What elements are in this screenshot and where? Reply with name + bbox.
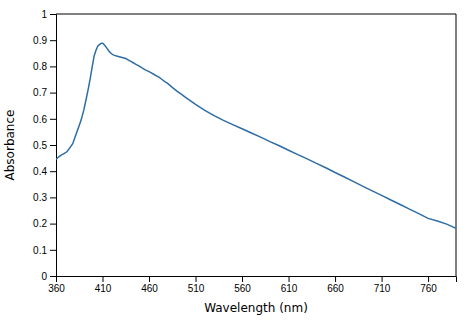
tick: 0 xyxy=(41,271,56,282)
tick: 710 xyxy=(374,276,391,294)
tick-mark xyxy=(50,145,56,146)
tick: 0.1 xyxy=(33,245,56,256)
tick-label: 0.8 xyxy=(33,61,47,72)
tick-label: 510 xyxy=(188,283,205,294)
tick-mark xyxy=(50,197,56,198)
axis-line xyxy=(50,15,57,277)
tick: 360 xyxy=(48,276,65,294)
tick-mark xyxy=(335,276,336,282)
tick-mark xyxy=(242,276,243,282)
tick: 0.6 xyxy=(33,114,56,125)
tick-label: 0.3 xyxy=(33,192,47,203)
tick: 0.4 xyxy=(33,166,56,177)
tick-mark xyxy=(50,276,56,277)
tick: 760 xyxy=(420,276,437,294)
tick: 660 xyxy=(327,276,344,294)
tick-label: 1 xyxy=(41,9,47,20)
tick: 560 xyxy=(234,276,251,294)
x-axis-title: Wavelength (nm) xyxy=(204,301,308,315)
tick-label: 0.7 xyxy=(33,87,47,98)
tick-label: 460 xyxy=(141,283,158,294)
tick-mark xyxy=(196,276,197,282)
tick: 410 xyxy=(95,276,112,294)
plot-area: 360 410 460 510 560 610 660 710 760 0 0.1 0.2 0.3 0.4… xyxy=(33,9,456,294)
x-axis: 360 410 460 510 560 610 660 710 760 xyxy=(48,276,456,294)
tick: 0.7 xyxy=(33,87,56,98)
tick-label: 0.4 xyxy=(33,166,47,177)
tick-label: 410 xyxy=(95,283,112,294)
tick-label: 660 xyxy=(327,283,344,294)
y-axis-title: Absorbance xyxy=(3,110,17,181)
tick-label: 0.2 xyxy=(33,218,47,229)
tick: 610 xyxy=(281,276,298,294)
tick-mark xyxy=(50,171,56,172)
tick: 0.2 xyxy=(33,218,56,229)
marks xyxy=(56,43,456,228)
tick: 1 xyxy=(41,9,56,20)
tick-label: 560 xyxy=(234,283,251,294)
tick-label: 0.9 xyxy=(33,35,47,46)
tick-mark xyxy=(50,66,56,67)
tick-label: 710 xyxy=(374,283,391,294)
tick-label: 0.1 xyxy=(33,245,47,256)
tick-mark xyxy=(50,14,56,15)
tick: 510 xyxy=(188,276,205,294)
tick-mark xyxy=(289,276,290,282)
frame xyxy=(456,14,457,276)
chart: 360 410 460 510 560 610 660 710 760 0 0.1 0.2 0.3 0.4… xyxy=(0,0,474,320)
tick-label: 360 xyxy=(48,283,65,294)
tick-mark xyxy=(50,250,56,251)
tick-mark xyxy=(50,224,56,225)
tick-mark xyxy=(50,93,56,94)
tick-mark xyxy=(50,119,56,120)
tick: 0.5 xyxy=(33,140,56,151)
frame xyxy=(56,14,456,15)
tick: 460 xyxy=(141,276,158,294)
tick-mark xyxy=(50,40,56,41)
line xyxy=(56,43,456,228)
tick: 0.9 xyxy=(33,35,56,46)
tick: 0.8 xyxy=(33,61,56,72)
tick-label: 760 xyxy=(420,283,437,294)
tick: 0.3 xyxy=(33,192,56,203)
tick-label: 610 xyxy=(281,283,298,294)
axis-line xyxy=(57,277,457,283)
tick-mark xyxy=(149,276,150,282)
tick-label: 0 xyxy=(41,271,47,282)
tick-mark xyxy=(103,276,104,282)
tick-label: 0.5 xyxy=(33,140,47,151)
tick-label: 0.6 xyxy=(33,114,47,125)
tick-mark xyxy=(428,276,429,282)
y-axis: 0 0.1 0.2 0.3 0.4 0.5 0.6 0.7 0.8 0.9 1 xyxy=(33,9,56,282)
tick-mark xyxy=(382,276,383,282)
